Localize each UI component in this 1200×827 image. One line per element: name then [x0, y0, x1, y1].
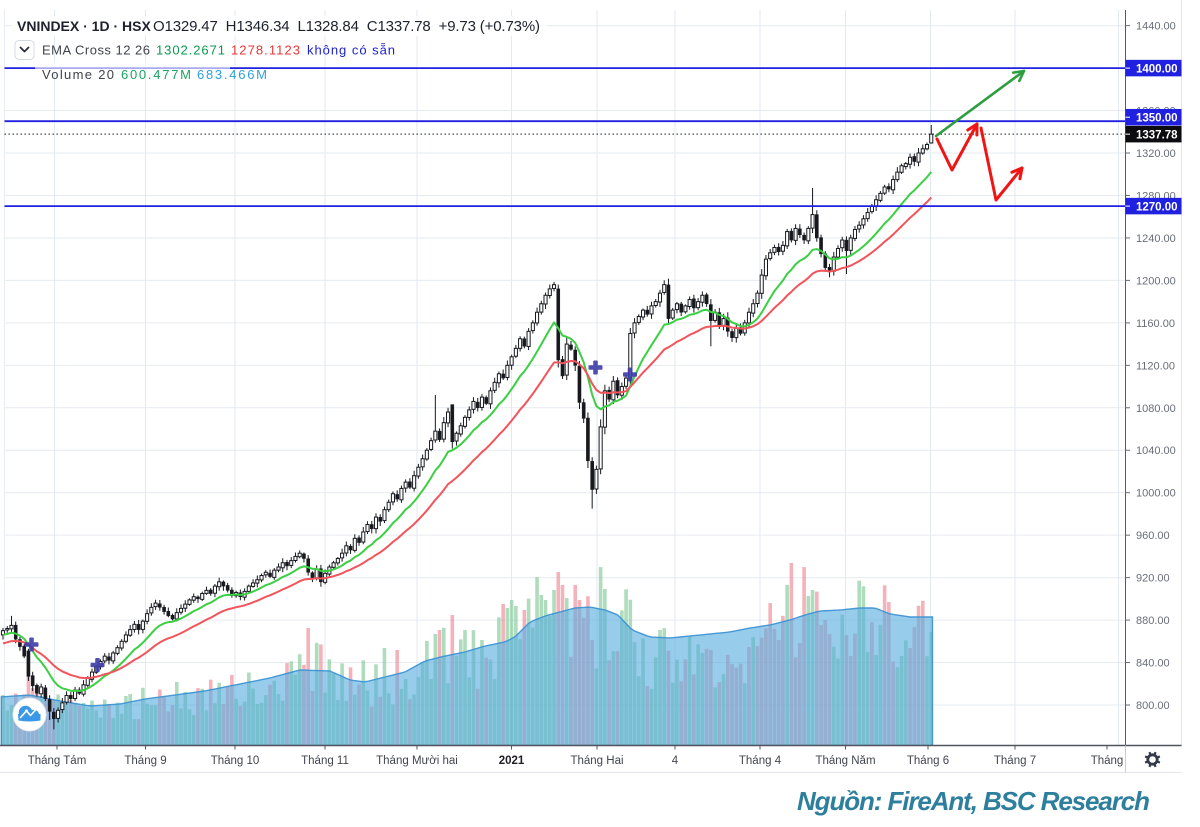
svg-text:1040.00: 1040.00	[1136, 445, 1176, 457]
svg-text:1337.78: 1337.78	[1136, 129, 1178, 141]
svg-text:1240.00: 1240.00	[1136, 233, 1176, 245]
svg-text:800.00: 800.00	[1136, 700, 1170, 712]
svg-text:O1329.47 H1346.34 L1328.84: O1329.47 H1346.34 L1328.84 C1337.78 +9.7…	[153, 18, 540, 35]
svg-text:1000.00: 1000.00	[1136, 488, 1176, 500]
svg-text:Tháng Tám: Tháng Tám	[28, 755, 87, 767]
svg-text:Tháng 9: Tháng 9	[124, 755, 166, 767]
svg-text:683.466M: 683.466M	[197, 67, 267, 82]
svg-text:Tháng Hai: Tháng Hai	[570, 755, 623, 767]
svg-text:VNINDEX · 1D · HSX: VNINDEX · 1D · HSX	[17, 18, 151, 34]
svg-text:Tháng 7: Tháng 7	[994, 755, 1036, 767]
svg-text:960.00: 960.00	[1136, 530, 1170, 542]
svg-text:Tháng 6: Tháng 6	[907, 755, 949, 767]
svg-text:EMA Cross 12 26: EMA Cross 12 26	[42, 43, 150, 58]
svg-text:1320.00: 1320.00	[1136, 148, 1176, 160]
svg-text:Tháng 10: Tháng 10	[211, 755, 260, 767]
svg-text:600.477M: 600.477M	[121, 67, 191, 82]
svg-text:Nguồn: FireAnt, BSC Research: Nguồn: FireAnt, BSC Research	[797, 786, 1150, 816]
svg-text:4: 4	[672, 755, 679, 767]
svg-text:880.00: 880.00	[1136, 615, 1170, 627]
svg-text:Volume 20: Volume 20	[42, 67, 114, 82]
svg-text:840.00: 840.00	[1136, 658, 1170, 670]
svg-text:1278.1123: 1278.1123	[231, 43, 300, 58]
svg-text:Tháng Mười hai: Tháng Mười hai	[376, 755, 458, 767]
svg-text:920.00: 920.00	[1136, 573, 1170, 585]
svg-text:1080.00: 1080.00	[1136, 403, 1176, 415]
svg-text:Tháng 4: Tháng 4	[739, 755, 782, 767]
svg-text:Tháng Năm: Tháng Năm	[815, 755, 875, 767]
svg-text:1120.00: 1120.00	[1136, 360, 1175, 372]
svg-text:1350.00: 1350.00	[1136, 113, 1178, 125]
svg-text:1200.00: 1200.00	[1136, 275, 1176, 287]
svg-text:1440.00: 1440.00	[1136, 21, 1176, 33]
svg-text:không có sẵn: không có sẵn	[307, 43, 395, 58]
svg-text:2021: 2021	[499, 755, 525, 767]
svg-text:1302.2671: 1302.2671	[156, 43, 225, 58]
svg-text:1400.00: 1400.00	[1136, 63, 1178, 75]
svg-text:Tháng: Tháng	[1091, 755, 1124, 767]
svg-text:1270.00: 1270.00	[1136, 201, 1178, 213]
svg-text:Tháng 11: Tháng 11	[301, 755, 349, 767]
svg-text:1160.00: 1160.00	[1136, 318, 1175, 330]
